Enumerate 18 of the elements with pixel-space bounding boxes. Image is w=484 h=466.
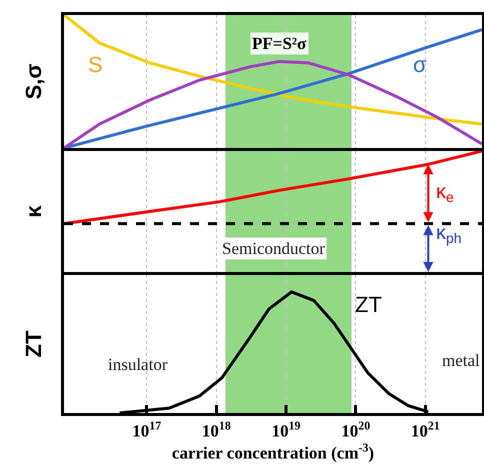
x-tick-label: 10$^{19}$	[272, 418, 301, 440]
x-tick-label: 10$^{17}$	[132, 418, 162, 440]
y-axis-title: κ	[20, 204, 46, 218]
annotation: κ$_{e}$	[436, 181, 454, 206]
series-label: S	[88, 52, 103, 77]
annotation: metal	[442, 351, 480, 370]
series-label: σ	[413, 52, 427, 77]
x-tick-label: 10$^{20}$	[341, 418, 370, 440]
series-label: PF=S²σ	[252, 34, 308, 53]
y-axis-title: ZT	[20, 330, 46, 358]
series-label: ZT	[355, 292, 382, 317]
y-axis-title: S,σ	[20, 64, 46, 100]
x-axis-title: carrier concentration (cm$^{-3}$)	[172, 440, 374, 463]
annotation: insulator	[108, 355, 168, 374]
annotation: κ$_{ph}$	[436, 222, 462, 246]
x-tick-label: 10$^{21}$	[410, 418, 440, 440]
x-tick-label: 10$^{18}$	[202, 418, 231, 440]
annotation: Semiconductor	[222, 239, 326, 258]
